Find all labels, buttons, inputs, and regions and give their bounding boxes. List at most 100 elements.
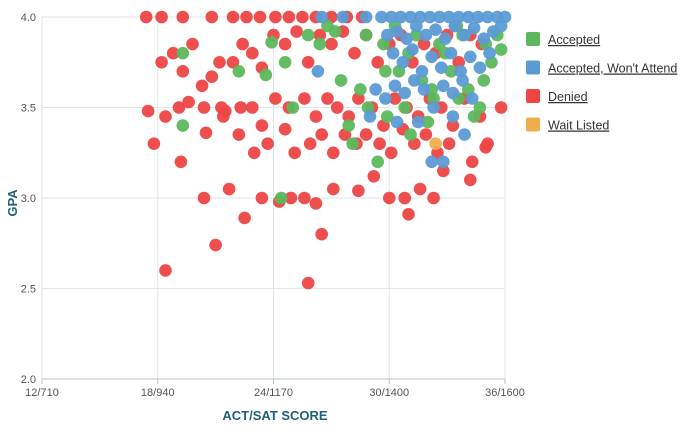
- data-point: [386, 46, 400, 60]
- data-point: [419, 128, 433, 141]
- data-point: [390, 25, 404, 38]
- data-point: [352, 184, 365, 198]
- data-point: [234, 101, 247, 114]
- legend-swatch: [526, 60, 540, 75]
- data-point: [309, 110, 323, 123]
- tick-labels: 12/710 18/940 24/1170 30/1400 36/1600 2.0 2.5 3…: [21, 12, 525, 399]
- data-point: [400, 32, 413, 45]
- data-point: [402, 208, 415, 221]
- data-point: [371, 155, 385, 169]
- data-point: [477, 32, 491, 45]
- data-point: [467, 110, 481, 123]
- data-point: [348, 46, 361, 60]
- data-point: [311, 65, 325, 78]
- data-point: [238, 211, 251, 225]
- data-point: [282, 10, 296, 24]
- legend-item: Denied: [526, 89, 588, 104]
- data-point: [286, 101, 300, 114]
- data-point: [176, 65, 190, 78]
- data-point: [298, 92, 311, 105]
- data-point: [390, 115, 404, 129]
- data-point: [269, 92, 282, 105]
- data-point: [346, 137, 359, 150]
- data-point: [363, 110, 377, 123]
- data-point: [406, 43, 419, 56]
- data-point: [442, 10, 456, 24]
- data-point: [437, 79, 450, 93]
- data-point: [290, 25, 303, 38]
- data-point: [429, 137, 442, 150]
- legend-item: Accepted: [526, 32, 600, 47]
- data-point: [458, 28, 471, 42]
- data-point: [255, 191, 269, 205]
- data-point: [421, 115, 435, 129]
- data-point: [159, 110, 172, 123]
- data-point: [236, 37, 249, 51]
- data-point: [383, 191, 396, 205]
- data-point: [342, 110, 356, 123]
- data-point: [423, 10, 437, 24]
- data-point: [278, 122, 292, 136]
- data-point: [327, 146, 340, 160]
- data-point: [494, 101, 508, 114]
- data-point: [446, 86, 460, 100]
- data-point: [240, 10, 253, 24]
- data-point: [446, 119, 460, 132]
- data-point: [226, 56, 240, 69]
- data-point: [408, 74, 421, 87]
- data-point: [381, 110, 394, 123]
- y-tick-label: 2.5: [21, 284, 36, 296]
- data-point: [226, 10, 240, 24]
- legend-label: Accepted, Won't Attend: [548, 62, 677, 76]
- data-point: [483, 46, 496, 60]
- data-point: [448, 19, 462, 33]
- data-point: [381, 28, 394, 42]
- data-point: [479, 141, 493, 154]
- data-point: [205, 10, 219, 24]
- data-point: [155, 10, 168, 24]
- data-point: [429, 23, 442, 36]
- data-point: [473, 61, 487, 74]
- data-point: [247, 146, 261, 160]
- legend-label: Denied: [548, 90, 588, 104]
- data-point: [425, 155, 439, 169]
- data-point: [255, 119, 269, 132]
- series-accepted-won-t-attend: [311, 10, 512, 169]
- data-point: [321, 92, 334, 105]
- data-point: [396, 56, 410, 69]
- data-point: [176, 10, 190, 24]
- legend-swatch: [526, 89, 540, 103]
- data-point: [437, 164, 450, 178]
- data-point: [232, 128, 246, 141]
- data-point: [334, 74, 348, 87]
- legend: Accepted Accepted, Won't Attend Denied Wait…: [526, 32, 677, 133]
- data-point: [253, 10, 267, 24]
- data-point: [410, 19, 423, 33]
- data-point: [328, 25, 342, 38]
- data-point: [222, 182, 236, 196]
- data-point: [330, 101, 344, 114]
- data-point: [379, 92, 392, 105]
- data-point: [342, 119, 356, 132]
- data-point: [359, 10, 373, 24]
- legend-item: Accepted, Won't Attend: [526, 60, 677, 76]
- data-point: [172, 101, 186, 114]
- legend-label: Wait Listed: [548, 119, 609, 133]
- data-point: [419, 28, 433, 42]
- data-point: [465, 92, 479, 105]
- data-point: [197, 101, 211, 114]
- data-point: [315, 10, 329, 24]
- data-point: [410, 28, 423, 42]
- data-point: [288, 146, 302, 160]
- data-point: [425, 50, 439, 64]
- data-point: [417, 83, 431, 96]
- data-point: [413, 182, 427, 196]
- data-points: [139, 10, 512, 290]
- data-point: [373, 137, 386, 150]
- data-point: [296, 10, 309, 24]
- data-point: [398, 86, 412, 100]
- data-point: [205, 70, 219, 83]
- data-point: [371, 56, 385, 69]
- data-point: [246, 101, 259, 114]
